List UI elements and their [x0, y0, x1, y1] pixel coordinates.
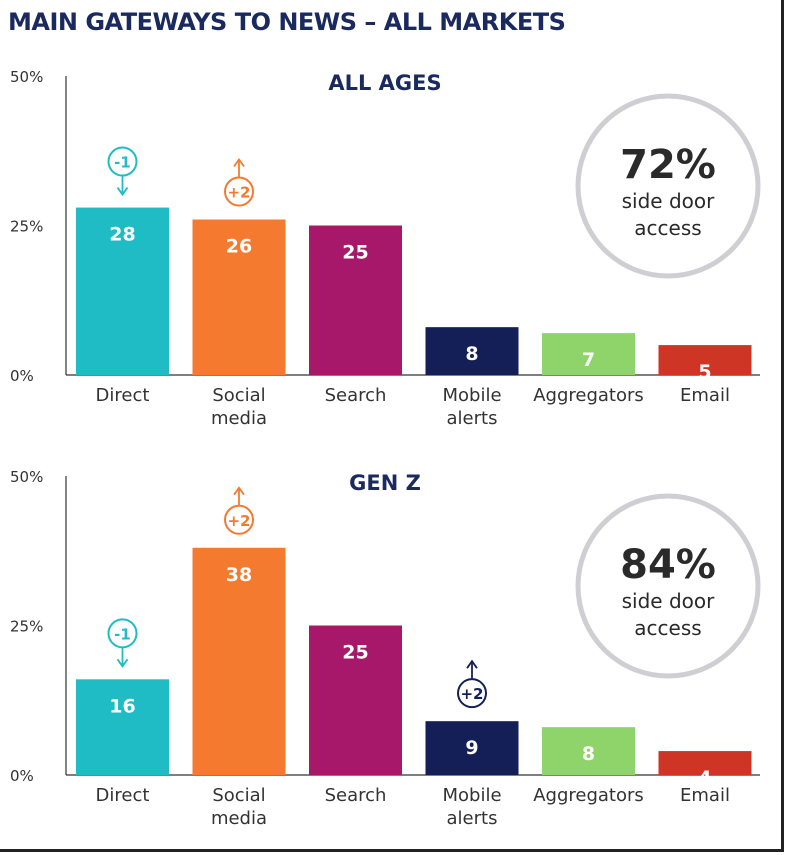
bar-mobile	[425, 327, 519, 375]
category-label: Aggregators	[533, 785, 644, 806]
bar-value-label: 9	[465, 737, 478, 759]
category-label: Social	[212, 385, 265, 406]
change-arrow-head	[233, 157, 245, 168]
y-tick-label: 50%	[10, 68, 43, 86]
bar-value-label: 5	[698, 361, 711, 383]
change-circle	[224, 504, 254, 535]
bar-value-label: 16	[109, 695, 135, 717]
category-label: media	[211, 808, 267, 829]
panel-gen-z: 0% 25% 50% GEN Z 16 Direct 38 Social media 25 Sear…	[0, 460, 781, 840]
change-marker-up: +2	[224, 486, 254, 535]
category-label: Search	[325, 785, 387, 806]
change-arrow-head	[116, 187, 129, 197]
bar-mobile	[425, 721, 519, 775]
bar-search	[309, 625, 402, 775]
bar-aggregators	[542, 333, 635, 375]
category-label: alerts	[447, 408, 498, 429]
panel-title: GEN Z	[349, 471, 421, 495]
bar-social	[192, 219, 286, 375]
badge-value: 72%	[620, 142, 716, 188]
badge-text-line1: side door	[622, 589, 716, 613]
category-label: Mobile	[442, 385, 501, 406]
bar-email	[658, 751, 752, 775]
category-label: Email	[680, 385, 730, 406]
y-tick-label: 25%	[10, 218, 43, 236]
bar-value-label: 8	[582, 743, 595, 765]
change-marker-up: +2	[457, 659, 487, 709]
bar-value-label: 25	[342, 642, 368, 664]
bar-value-label: 25	[342, 242, 368, 264]
bar-value-label: 7	[582, 349, 595, 371]
bar-value-label: 4	[698, 767, 711, 789]
bar-value-label: 38	[226, 564, 252, 586]
bar-value-label: 28	[109, 224, 135, 246]
change-label: -1	[114, 154, 131, 172]
change-label: +2	[460, 685, 483, 703]
category-label: media	[211, 408, 267, 429]
change-marker-up: +2	[224, 157, 254, 207]
y-tick-label: 25%	[10, 618, 43, 636]
bar-value-label: 8	[465, 343, 478, 365]
main-title: MAIN GATEWAYS TO NEWS – ALL MARKETS	[8, 8, 566, 36]
category-label: Email	[680, 785, 730, 806]
category-label: Search	[325, 385, 387, 406]
bar-value-label: 26	[226, 236, 252, 258]
category-label: Mobile	[442, 785, 501, 806]
badge-text-line2: access	[634, 216, 701, 240]
category-label: Social	[212, 785, 265, 806]
y-tick-label: 0%	[10, 367, 34, 385]
badge-value: 84%	[620, 542, 716, 588]
change-label: -1	[114, 625, 131, 643]
badge-text-line2: access	[634, 616, 701, 640]
change-label: +2	[227, 184, 250, 202]
panel-title: ALL AGES	[328, 71, 441, 95]
bar-direct	[76, 207, 169, 375]
change-arrow-head	[466, 659, 478, 669]
category-label: alerts	[447, 808, 498, 829]
badge-ring	[575, 493, 761, 679]
panel-all-ages: 0% 25% 50% ALL AGES 28 Direct 26 Social media 25 S…	[0, 60, 781, 440]
bar-aggregators	[542, 727, 635, 775]
change-marker-down: -1	[107, 146, 138, 197]
change-label: +2	[227, 512, 250, 530]
badge-text-line1: side door	[622, 189, 716, 213]
change-arrow-head	[233, 486, 245, 496]
bar-social	[192, 547, 286, 775]
category-label: Aggregators	[533, 385, 644, 406]
y-tick-label: 0%	[10, 767, 34, 785]
bar-email	[658, 345, 752, 375]
bar-search	[309, 225, 402, 375]
badge-ring	[575, 93, 761, 279]
category-label: Direct	[96, 785, 150, 806]
change-arrow-head	[116, 658, 129, 668]
category-label: Direct	[96, 385, 150, 406]
change-marker-down: -1	[107, 618, 138, 668]
change-circle	[224, 176, 254, 207]
y-tick-label: 50%	[10, 468, 43, 486]
bar-direct	[76, 679, 169, 775]
